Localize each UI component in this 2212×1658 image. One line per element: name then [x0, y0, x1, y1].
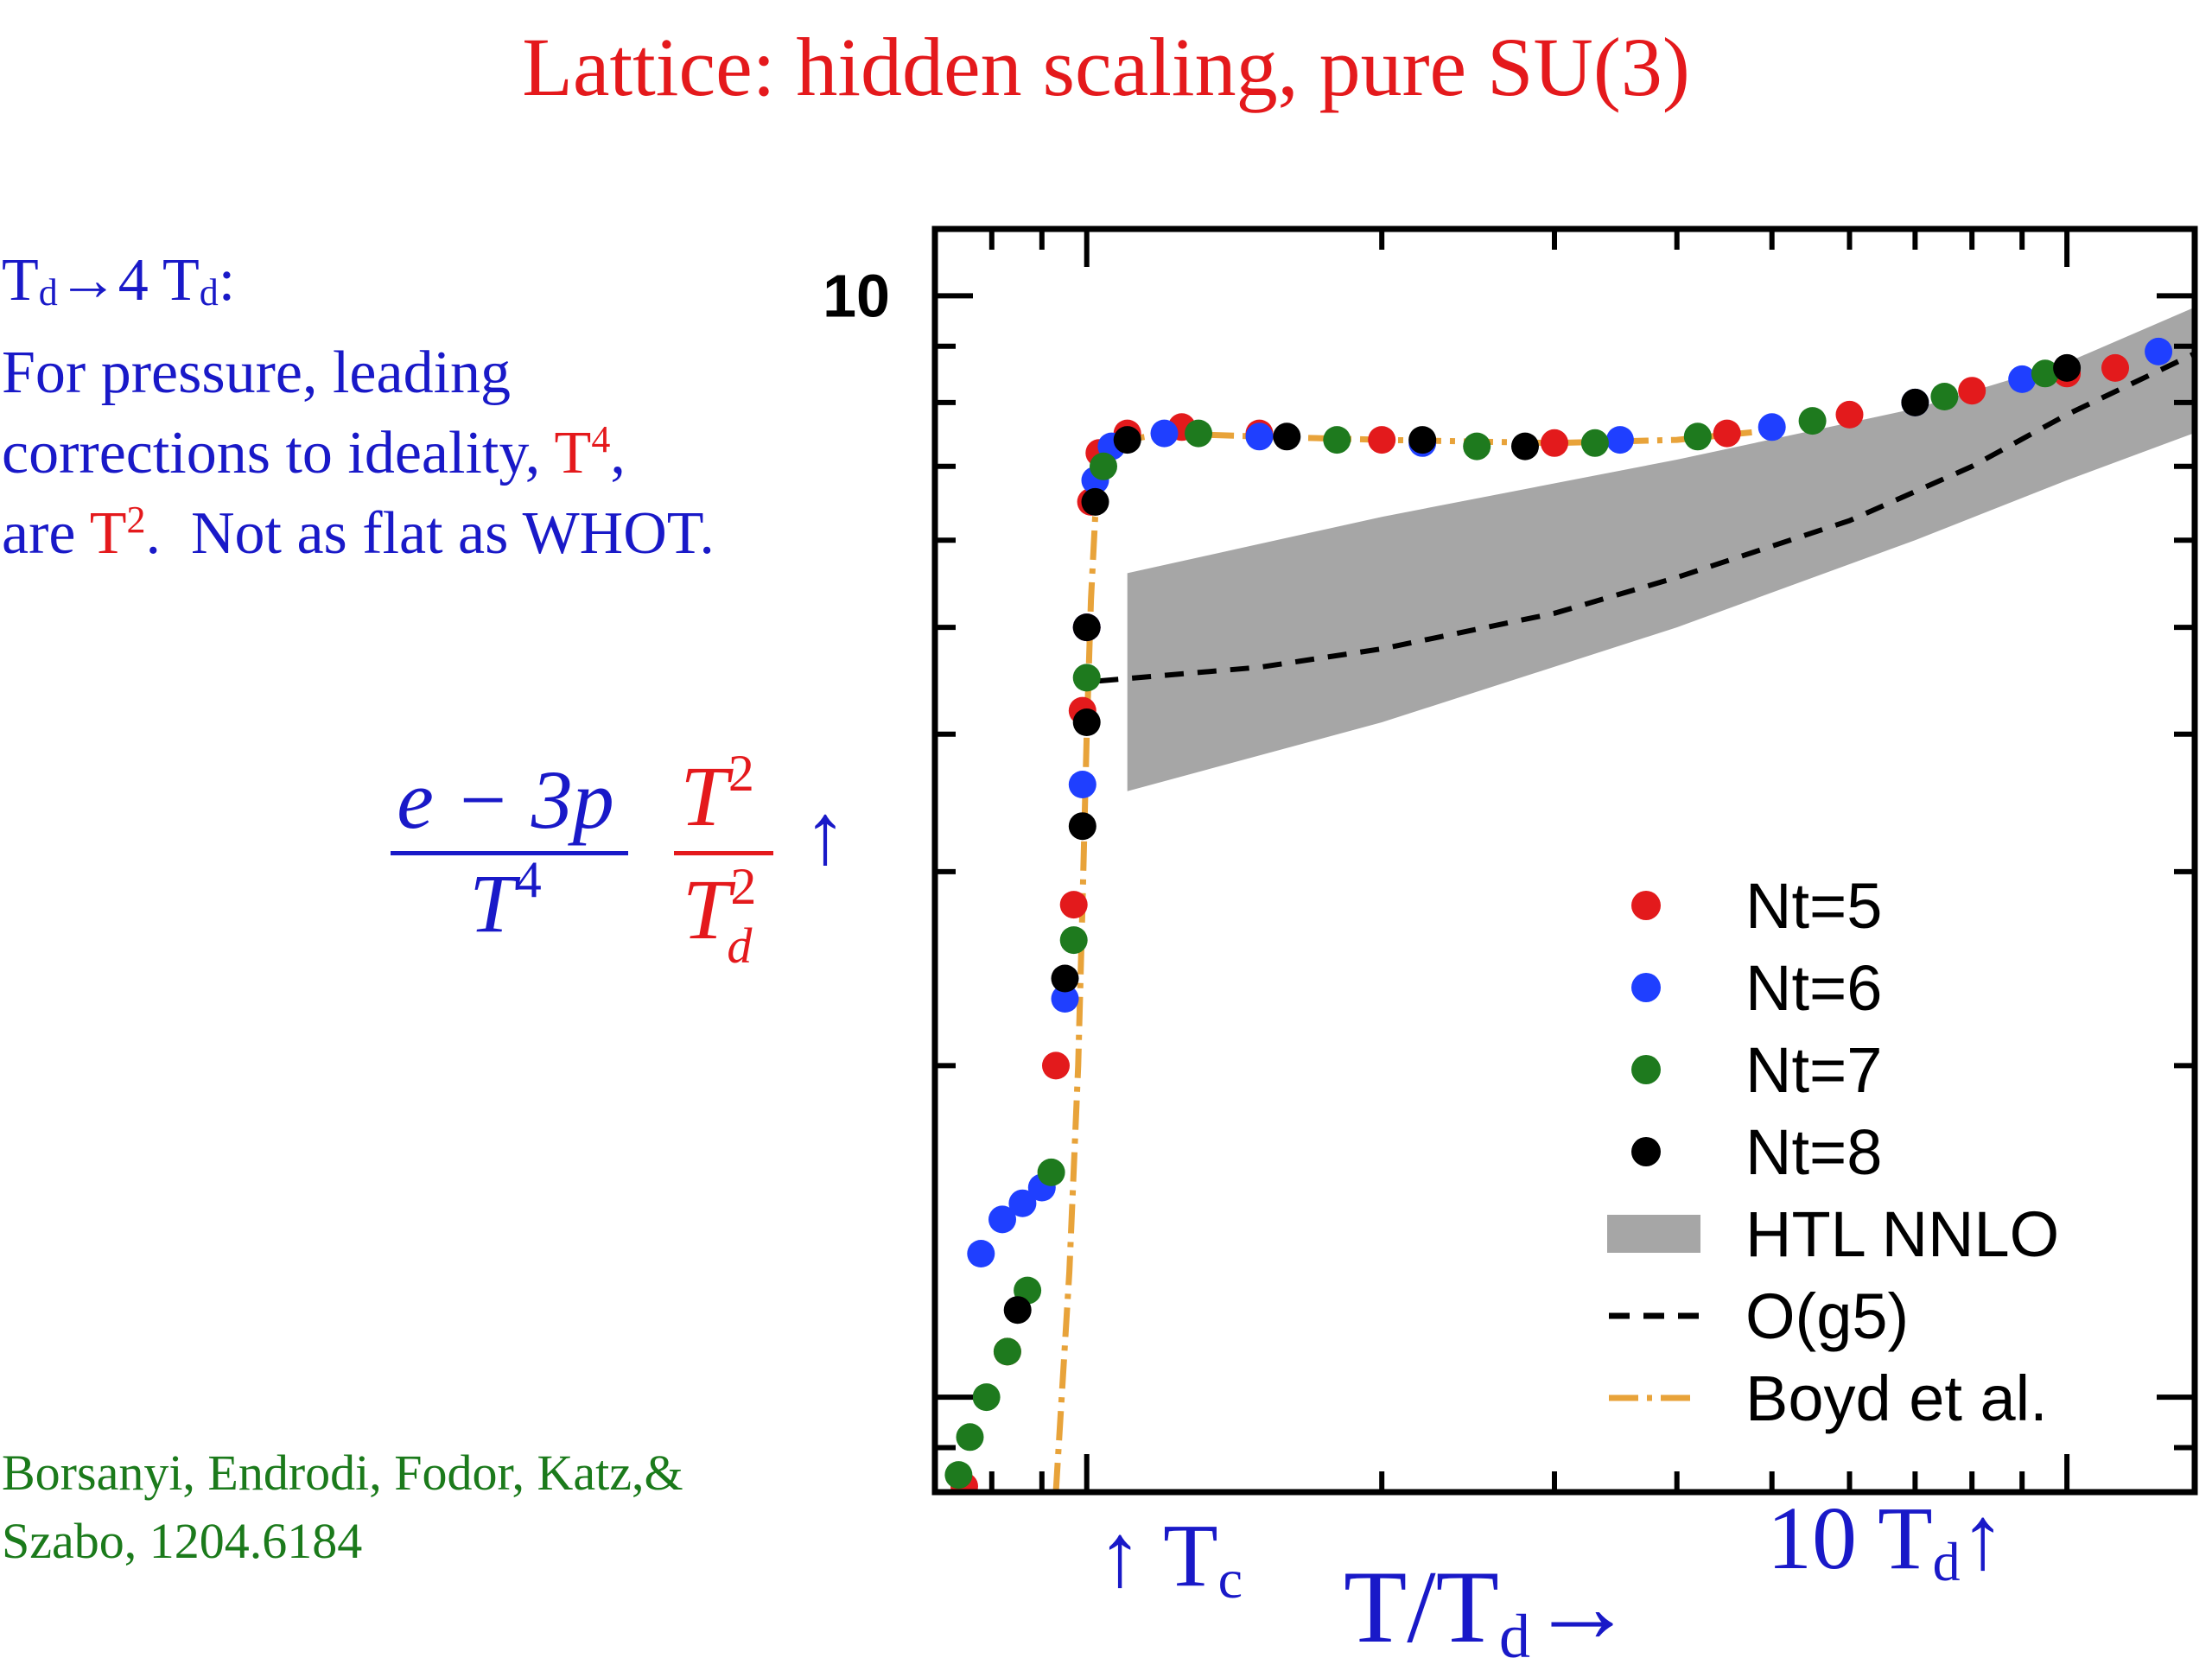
note-line-4: are T2. Not as flat as WHOT. [2, 499, 715, 567]
legend-swatch-htl-nnlo [1607, 1215, 1700, 1253]
citation-line-2: Szabo, 1204.6184 [2, 1513, 363, 1569]
point-nt-6-4 [1051, 985, 1079, 1013]
ylabel-denominator-2: T2d [682, 858, 757, 974]
point-nt-7-12 [1580, 429, 1609, 457]
legend-label-htl-nnlo: HTL NNLO [1745, 1198, 2059, 1270]
point-nt-7-16 [2031, 359, 2059, 388]
legend-label-o-g5-: O(g5) [1745, 1280, 1909, 1352]
htl-band-layer [1127, 307, 2195, 791]
point-nt-6-5 [1068, 771, 1096, 798]
annotation-group: ↑ Tc T/Td→ 10 Td↑ [1097, 1489, 2005, 1658]
ylabel-denominator-1: T4 [469, 851, 542, 950]
point-nt-6-2 [1008, 1189, 1037, 1217]
point-nt-7-7 [1072, 664, 1101, 692]
curve-layer [1052, 350, 2195, 1492]
point-nt-8-3 [1072, 708, 1101, 736]
point-nt-5-11 [1368, 426, 1396, 454]
legend-marker-nt-5 [1631, 891, 1661, 920]
og5-curve [1099, 350, 2195, 684]
point-nt-7-11 [1463, 432, 1491, 461]
slide-title: Lattice: hidden scaling, pure SU(3) [522, 21, 1690, 113]
ylabel-fraction-bar-2 [674, 851, 773, 855]
legend-marker-nt-7 [1631, 1055, 1661, 1084]
point-nt-6-12 [1605, 426, 1634, 454]
point-nt-6-16 [2145, 337, 2173, 365]
plot-frame [931, 226, 2198, 1496]
point-nt-7-2 [972, 1383, 1001, 1412]
point-nt-6-13 [1758, 413, 1786, 441]
point-nt-7-5 [1037, 1158, 1065, 1186]
point-nt-7-10 [1323, 426, 1351, 454]
point-nt-5-14 [1835, 400, 1864, 429]
citation-line-1: Borsanyi, Endrodi, Fodor, Katz,& [2, 1445, 683, 1501]
point-nt-5-12 [1541, 429, 1568, 457]
note-text: Td→4 Td: For pressure, leading correctio… [2, 240, 849, 574]
point-nt-5-17 [2101, 353, 2129, 382]
note-line-1: Td→4 Td: [2, 247, 236, 314]
htl-nnlo-band [1127, 307, 2195, 791]
point-nt-5-2 [1042, 1051, 1070, 1080]
ylabel-fraction-bar-1 [391, 851, 628, 855]
citation: Borsanyi, Endrodi, Fodor, Katz,& Szabo, … [2, 1439, 831, 1575]
point-nt-7-0 [944, 1461, 973, 1490]
point-nt-8-11 [2053, 353, 2082, 382]
point-nt-8-9 [1511, 432, 1539, 461]
data-point-layer [944, 337, 2173, 1492]
point-nt-8-1 [1051, 964, 1079, 993]
note-line-2: For pressure, leading [2, 340, 512, 406]
tick-layer [935, 229, 2195, 1492]
legend: Nt=5 Nt=6 Nt=7 Nt=8 HTL NNLO O(g5) Boyd et al. [1607, 870, 2059, 1434]
legend-label-nt-6: Nt=6 [1745, 952, 1882, 1024]
tc-annotation: ↑ Tc [1097, 1506, 1243, 1610]
point-nt-5-15 [1958, 377, 1986, 405]
point-nt-5-13 [1713, 419, 1741, 448]
point-nt-7-6 [1059, 926, 1088, 955]
point-nt-6-0 [967, 1240, 995, 1267]
point-nt-6-9 [1150, 419, 1179, 448]
legend-label-nt-8: Nt=8 [1745, 1116, 1882, 1188]
note-line-3: corrections to ideality, T4, [2, 418, 626, 486]
x-axis-label: T/Td→ [1344, 1549, 1634, 1658]
point-nt-8-4 [1072, 613, 1101, 642]
point-nt-8-5 [1081, 487, 1109, 516]
ylabel-up-arrow: ↑ [804, 786, 847, 882]
point-nt-8-10 [1901, 388, 1929, 416]
y-axis-label: e − 3p T4 T2 T2d ↑ [380, 734, 881, 985]
point-nt-8-8 [1408, 426, 1437, 454]
point-nt-7-9 [1185, 419, 1212, 448]
legend-marker-nt-8 [1631, 1137, 1661, 1166]
ytick-label-10: 10 [823, 262, 890, 329]
point-nt-8-0 [1003, 1296, 1032, 1324]
point-nt-8-6 [1113, 426, 1141, 454]
point-nt-7-14 [1798, 407, 1827, 435]
legend-marker-nt-6 [1631, 973, 1661, 1002]
ylabel-numerator-1: e − 3p [397, 753, 614, 846]
ylabel-numerator-2: T2 [680, 745, 754, 844]
point-nt-7-15 [1930, 383, 1959, 410]
point-nt-6-10 [1245, 422, 1274, 451]
point-nt-7-8 [1090, 452, 1117, 480]
ten-td-annotation: 10 Td↑ [1767, 1489, 2005, 1592]
point-nt-8-2 [1068, 812, 1096, 841]
point-nt-7-3 [993, 1337, 1021, 1366]
boyd-curve [1052, 427, 1773, 1492]
point-nt-5-3 [1059, 891, 1088, 919]
legend-label-nt-7: Nt=7 [1745, 1034, 1882, 1106]
point-nt-8-7 [1273, 422, 1301, 451]
legend-label-boyd-et-al-: Boyd et al. [1745, 1363, 2048, 1434]
point-nt-6-15 [2008, 365, 2037, 393]
point-nt-7-13 [1683, 422, 1712, 451]
point-nt-7-1 [956, 1423, 984, 1452]
point-nt-6-1 [988, 1205, 1016, 1234]
legend-label-nt-5: Nt=5 [1745, 870, 1882, 942]
